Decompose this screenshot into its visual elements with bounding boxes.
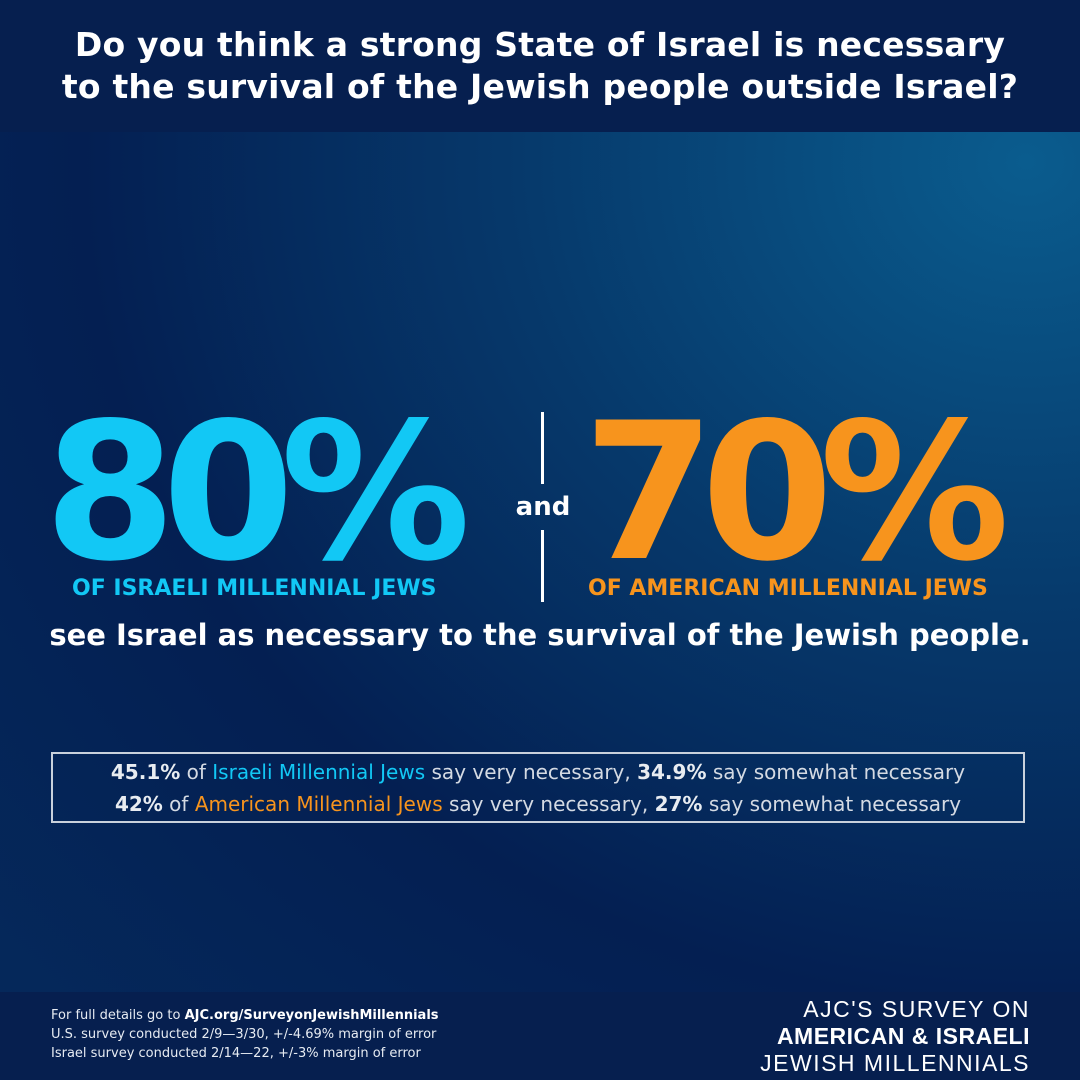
american-very-pct: 42% [114, 791, 163, 816]
american-very-text: say very necessary, [449, 791, 649, 816]
question-line-1: Do you think a strong State of Israel is… [74, 25, 1006, 64]
survey-link[interactable]: AJC.org/SurveyonJewishMillennials [184, 1008, 439, 1023]
connector-and: and [515, 492, 571, 522]
israeli-percentage: 80% [44, 382, 471, 603]
details-prefix: For full details go to [51, 1008, 181, 1023]
survey-notes: For full details go to AJC.org/SurveyonJ… [51, 1006, 439, 1063]
brand-line-1: AJC'S SURVEY ON [803, 996, 1030, 1022]
israeli-very-text: say very necessary, [431, 759, 631, 784]
american-somewhat-pct: 27% [654, 791, 703, 816]
divider-top [541, 412, 544, 484]
us-survey-note: U.S. survey conducted 2/9—3/30, +/-4.69%… [51, 1027, 437, 1042]
israel-survey-note: Israel survey conducted 2/14—22, +/-3% m… [51, 1046, 421, 1061]
israeli-of: of [186, 759, 206, 784]
details-note: For full details go to AJC.org/SurveyonJ… [51, 1006, 439, 1025]
divider-bottom [541, 530, 544, 602]
question-line-2: to the survival of the Jewish people out… [61, 67, 1019, 106]
israeli-very-pct: 45.1% [110, 759, 181, 784]
brand-logo-text: AJC'S SURVEY ON AMERICAN & ISRAELI JEWIS… [760, 996, 1030, 1077]
israeli-group: Israeli Millennial Jews [212, 759, 426, 784]
question-header: Do you think a strong State of Israel is… [0, 0, 1080, 132]
american-of: of [169, 791, 189, 816]
american-details-row: 42% of American Millennial Jews say very… [115, 788, 961, 820]
israeli-label: OF ISRAELI MILLENNIAL JEWS [72, 576, 437, 601]
brand-line-2: AMERICAN & ISRAELI [776, 1023, 1030, 1049]
israeli-somewhat-pct: 34.9% [637, 759, 707, 784]
israeli-details-row: 45.1% of Israeli Millennial Jews say ver… [111, 756, 965, 788]
brand-line-3: JEWISH MILLENNIALS [760, 1050, 1030, 1076]
american-somewhat-text: say somewhat necessary [708, 791, 962, 816]
statement: see Israel as necessary to the survival … [49, 618, 1031, 652]
footer-bar [0, 992, 1080, 1080]
israeli-somewhat-text: say somewhat necessary [712, 759, 966, 784]
american-percentage: 70% [583, 382, 1010, 603]
american-label: OF AMERICAN MILLENNIAL JEWS [588, 576, 988, 601]
details-box: 45.1% of Israeli Millennial Jews say ver… [51, 752, 1025, 823]
american-group: American Millennial Jews [194, 791, 443, 816]
